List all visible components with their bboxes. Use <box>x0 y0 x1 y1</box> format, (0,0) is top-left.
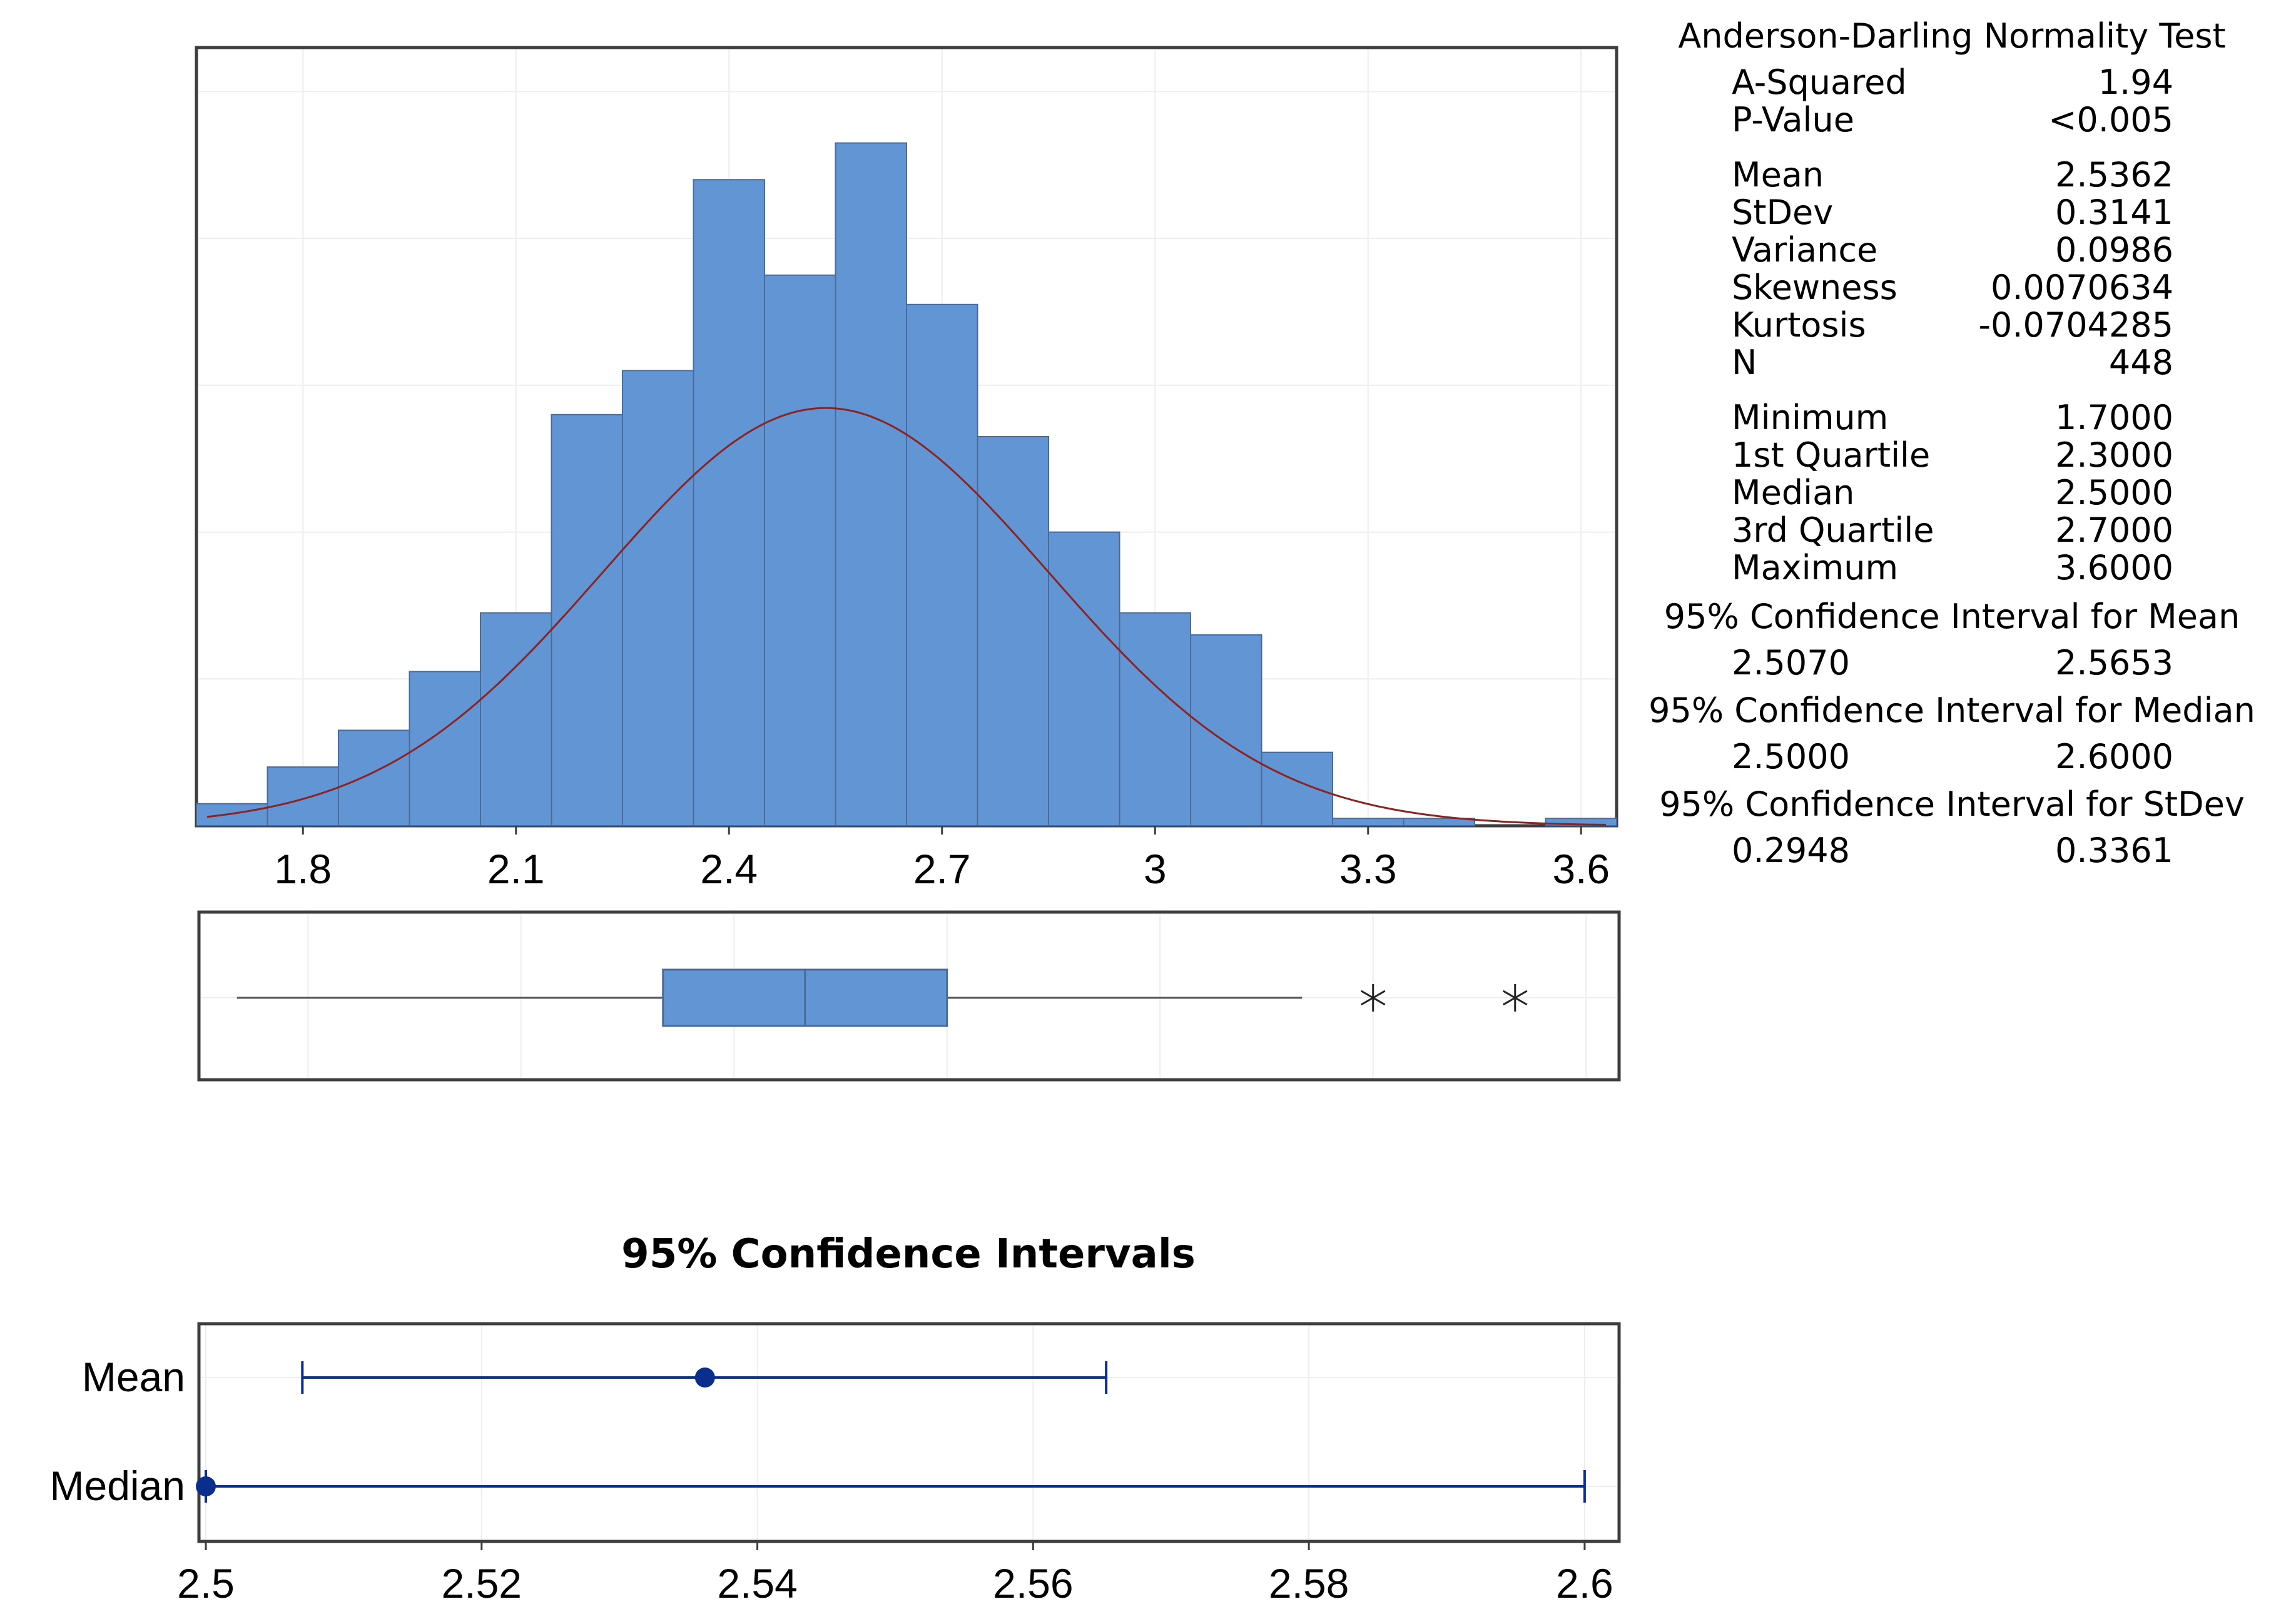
stat-value: 0.0986 <box>2055 230 2173 270</box>
ci-row-label: Median <box>50 1463 185 1509</box>
ci-tick-label: 2.58 <box>1269 1560 1349 1606</box>
stat-label: N <box>1732 343 1757 382</box>
ci-x-axis: 2.5 2.52 2.54 2.56 2.58 2.6 <box>177 1541 1613 1606</box>
histogram-bar <box>977 436 1049 826</box>
ci-interval-high: 2.5653 <box>2055 643 2173 683</box>
ci-rows: Mean Median <box>50 1354 1586 1509</box>
histogram-bar <box>1048 531 1120 826</box>
histogram-tick-label: 3.3 <box>1339 846 1397 892</box>
ci-interval-low: 2.5000 <box>1732 737 1850 776</box>
ci-interval-title: 95% Confidence Interval for Median <box>1649 691 2255 730</box>
ci-interval-low: 2.5070 <box>1732 643 1850 683</box>
stat-label: A-Squared <box>1732 63 1907 102</box>
normal-fit-curve <box>206 407 1607 826</box>
histogram-bar <box>196 803 268 827</box>
normality-test-title: Anderson-Darling Normality Test <box>1678 16 2225 56</box>
boxplot-outlier-marker <box>1360 984 1386 1012</box>
stat-label: Median <box>1732 473 1854 512</box>
ci-panel: Mean Median 2.5 2.52 2.54 2.56 2.58 2.6 <box>50 1322 1621 1606</box>
stat-value: 2.3000 <box>2055 435 2173 475</box>
stat-label: 1st Quartile <box>1732 435 1930 475</box>
stat-value: 2.7000 <box>2055 510 2173 550</box>
stat-value: 1.94 <box>2098 63 2173 102</box>
stat-label: Skewness <box>1732 268 1897 307</box>
outlier-star-stroke <box>1360 990 1386 1006</box>
stat-label: Variance <box>1732 230 1877 270</box>
histogram-panel: 1.8 2.1 2.4 2.7 3 3.3 3.6 <box>195 46 1618 892</box>
histogram-bar <box>764 274 836 826</box>
histogram-tick-label: 2.7 <box>913 846 971 892</box>
ci-frame <box>197 1322 1621 1543</box>
stat-value: 3.6000 <box>2055 548 2173 587</box>
histogram-bar <box>1261 751 1333 826</box>
histogram-bar <box>906 303 978 827</box>
stat-label: StDev <box>1732 193 1833 232</box>
boxplot-outliers <box>1360 984 1528 1012</box>
histogram-tick-label: 2.4 <box>700 846 758 892</box>
boxplot-panel <box>197 910 1621 1082</box>
histogram-bar <box>1403 818 1475 827</box>
outlier-star-stroke <box>1502 990 1528 1006</box>
ci-chart-title: 95% Confidence Intervals <box>621 1231 1196 1277</box>
histogram-tick-label: 1.8 <box>274 846 332 892</box>
stat-label: Kurtosis <box>1732 305 1866 345</box>
histogram-bar <box>1119 612 1191 827</box>
histogram-bar <box>835 142 907 826</box>
stat-label: 3rd Quartile <box>1732 510 1934 550</box>
histogram-x-axis: 1.8 2.1 2.4 2.7 3 3.3 3.6 <box>274 826 1610 892</box>
ci-estimate-dot <box>694 1368 715 1388</box>
histogram-bar <box>1332 818 1405 827</box>
histogram-bar <box>409 671 481 826</box>
ci-tick-label: 2.54 <box>717 1560 797 1606</box>
ci-tick-label: 2.6 <box>1556 1560 1613 1606</box>
histogram-bar <box>693 179 765 827</box>
ci-interval-title: 95% Confidence Interval for StDev <box>1659 784 2245 824</box>
histogram-tick-label: 2.1 <box>487 846 545 892</box>
stat-value: 2.5000 <box>2055 473 2173 512</box>
stat-value: <0.005 <box>2048 100 2173 140</box>
stat-value: -0.0704285 <box>1978 305 2173 345</box>
ci-interval-high: 0.3361 <box>2055 831 2173 870</box>
histogram-tick-label: 3 <box>1144 846 1167 892</box>
ci-estimate-dot <box>196 1476 216 1496</box>
stat-label: Maximum <box>1732 548 1898 587</box>
ci-interval-high: 2.6000 <box>2055 737 2173 776</box>
histogram-bar <box>622 370 694 826</box>
ci-interval-low: 0.2948 <box>1732 831 1850 870</box>
histogram-bar <box>338 729 410 826</box>
boxplot-outlier-marker <box>1502 984 1528 1012</box>
summary-statistics: Anderson-Darling Normality Test A-Square… <box>1649 16 2255 870</box>
stat-value: 2.5362 <box>2055 155 2173 195</box>
stat-value: 448 <box>2109 343 2173 382</box>
ci-tick-label: 2.5 <box>177 1560 235 1606</box>
histogram-bar <box>1190 634 1262 826</box>
histogram-bar <box>267 766 339 826</box>
histogram-bar <box>480 612 552 827</box>
stat-value: 0.0070634 <box>1991 268 2173 307</box>
histogram-bar <box>551 414 623 826</box>
stat-label: Minimum <box>1732 398 1888 437</box>
ci-tick-label: 2.52 <box>442 1560 522 1606</box>
histogram-bars <box>196 142 1617 827</box>
ci-tick-label: 2.56 <box>993 1560 1073 1606</box>
stat-value: 1.7000 <box>2055 398 2173 437</box>
stat-label: P-Value <box>1732 100 1854 140</box>
stat-value: 0.3141 <box>2055 193 2173 232</box>
stat-label: Mean <box>1732 155 1824 195</box>
ci-interval-title: 95% Confidence Interval for Mean <box>1664 597 2240 636</box>
ci-row-label: Mean <box>82 1354 185 1400</box>
histogram-tick-label: 3.6 <box>1552 846 1610 892</box>
